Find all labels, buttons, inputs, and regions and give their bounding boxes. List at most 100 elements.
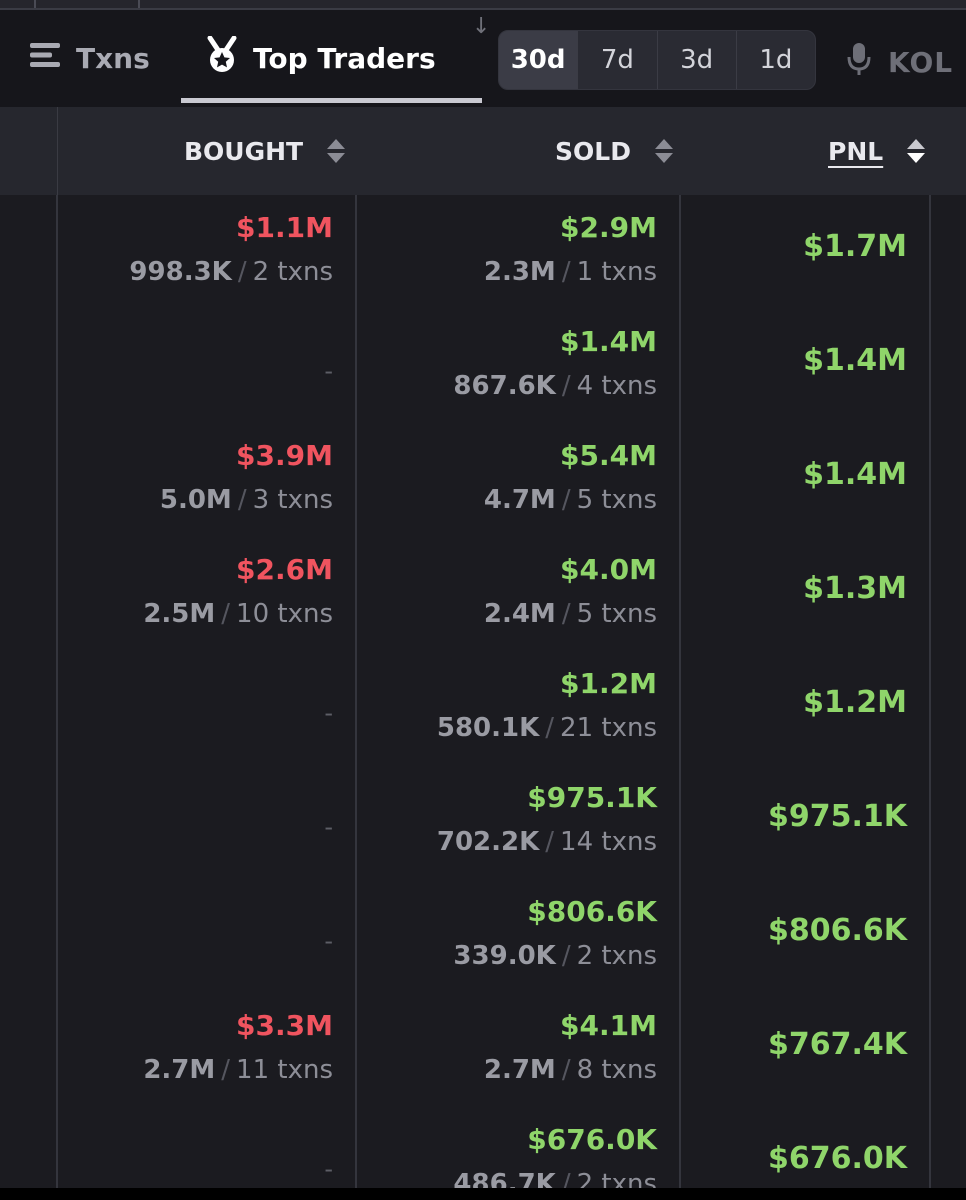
column-divider [355, 309, 357, 423]
header-bought[interactable]: BOUGHT [184, 107, 346, 195]
pnl-value: $676.0K [767, 1141, 907, 1176]
sold-amount: $676.0K [527, 1123, 657, 1156]
column-divider [929, 651, 931, 765]
list-icon [28, 40, 62, 77]
table-row[interactable]: - $1.4M 867.6K/4 txns $1.4M [0, 309, 966, 425]
sold-amount: $975.1K [527, 781, 657, 814]
sold-txn-count: 4 txns [576, 371, 657, 401]
sold-quantity: 867.6K [453, 371, 556, 401]
pnl-value: $1.4M [803, 457, 907, 492]
pnl-value: $1.7M [803, 229, 907, 264]
table-header: BOUGHT SOLD PNL [0, 107, 966, 195]
table-row[interactable]: - $975.1K 702.2K/14 txns $975.1K [0, 765, 966, 881]
column-divider [929, 195, 931, 309]
empty-value: - [324, 357, 333, 385]
tab-txns-label: Txns [76, 42, 150, 75]
pnl-cell: $1.4M [681, 309, 929, 423]
separator: / [561, 599, 571, 629]
table-row[interactable]: $2.6M 2.5M/10 txns $4.0M 2.4M/5 txns $1.3M [0, 537, 966, 653]
bought-quantity: 2.5M [143, 599, 216, 629]
table-row[interactable]: - $1.2M 580.1K/21 txns $1.2M [0, 651, 966, 767]
bought-details: 998.3K/2 txns [129, 257, 333, 287]
strip-tick [34, 0, 36, 8]
bought-cell: $1.1M 998.3K/2 txns [58, 195, 355, 309]
separator: / [545, 827, 555, 857]
empty-value: - [324, 1155, 333, 1183]
sold-cell: $806.6K 339.0K/2 txns [357, 879, 679, 993]
table-row[interactable]: $3.3M 2.7M/11 txns $4.1M 2.7M/8 txns $767.4K [0, 993, 966, 1109]
header-sold[interactable]: SOLD [555, 107, 673, 195]
column-divider [679, 879, 681, 993]
separator: / [561, 485, 571, 515]
sold-quantity: 702.2K [436, 827, 540, 857]
column-divider [355, 1107, 357, 1188]
tab-top-traders[interactable]: Top Traders [205, 10, 436, 107]
column-divider [56, 195, 58, 309]
sold-cell: $975.1K 702.2K/14 txns [357, 765, 679, 879]
period-selector: 30d 7d 3d 1d [498, 30, 816, 90]
pnl-value: $975.1K [767, 799, 907, 834]
sold-quantity: 339.0K [453, 941, 556, 971]
bought-cell: - [58, 309, 355, 423]
sold-details: 486.7K / 2 txns [453, 1169, 657, 1188]
sold-txn-count: 8 txns [576, 1055, 657, 1085]
pnl-cell: $806.6K [681, 879, 929, 993]
table-body: $1.1M 998.3K/2 txns $2.9M 2.3M/1 txns $1.7M -… [0, 195, 966, 1188]
period-1d-button[interactable]: 1d [735, 31, 815, 89]
sort-icon [654, 139, 673, 163]
bought-amount: $1.1M [236, 211, 333, 244]
period-3d-button[interactable]: 3d [656, 31, 736, 89]
sold-txn-count: 2 txns [576, 941, 657, 971]
bought-details: 2.5M/10 txns [143, 599, 333, 629]
bought-amount: $2.6M [236, 553, 333, 586]
bought-details: 5.0M/3 txns [160, 485, 333, 515]
tab-txns[interactable]: Txns [28, 10, 150, 107]
sold-quantity: 486.7K [453, 1169, 556, 1188]
table-row[interactable]: $1.1M 998.3K/2 txns $2.9M 2.3M/1 txns $1.7M [0, 195, 966, 311]
period-7d-button[interactable]: 7d [577, 31, 656, 89]
tab-bar: Txns Top Traders ↓ 30d 7d 3d 1d KOL [0, 10, 966, 107]
sold-txn-count: 1 txns [576, 257, 657, 287]
column-divider [355, 765, 357, 879]
column-divider [56, 765, 58, 879]
pnl-cell: $1.3M [681, 537, 929, 651]
bought-txn-count: 11 txns [236, 1055, 333, 1085]
bought-cell: $2.6M 2.5M/10 txns [58, 537, 355, 651]
column-divider [679, 195, 681, 309]
sold-txn-count: 14 txns [560, 827, 657, 857]
bought-cell: - [58, 1107, 355, 1188]
column-divider [679, 651, 681, 765]
column-divider [679, 993, 681, 1107]
separator: / [561, 371, 571, 401]
medal-icon [205, 35, 239, 81]
sold-quantity: 580.1K [436, 713, 540, 743]
pnl-value: $806.6K [767, 913, 907, 948]
empty-value: - [324, 813, 333, 841]
column-divider [56, 423, 58, 537]
column-divider [929, 765, 931, 879]
tab-kol[interactable]: KOL [846, 32, 953, 92]
sold-cell: $5.4M 4.7M/5 txns [357, 423, 679, 537]
sold-amount: $806.6K [527, 895, 657, 928]
strip-tick [138, 0, 140, 8]
period-30d-button[interactable]: 30d [499, 31, 578, 89]
column-divider [355, 879, 357, 993]
sold-details: 2.3M/1 txns [484, 257, 657, 287]
sold-cell: $4.1M 2.7M/8 txns [357, 993, 679, 1107]
bought-quantity: 2.7M [143, 1055, 216, 1085]
sold-amount: $2.9M [560, 211, 657, 244]
separator: / [237, 257, 247, 287]
pnl-value: $1.2M [803, 685, 907, 720]
sort-desc-icon [907, 139, 926, 163]
table-row[interactable]: $3.9M 5.0M/3 txns $5.4M 4.7M/5 txns $1.4M [0, 423, 966, 539]
pnl-cell: $1.7M [681, 195, 929, 309]
column-divider [355, 423, 357, 537]
header-pnl[interactable]: PNL [828, 107, 926, 195]
table-row[interactable]: - $676.0K 486.7K / 2 txns $676.0K [0, 1107, 966, 1188]
sold-quantity: 2.3M [483, 257, 556, 287]
table-row[interactable]: - $806.6K 339.0K/2 txns $806.6K [0, 879, 966, 995]
empty-value: - [324, 699, 333, 727]
bought-amount: $3.9M [236, 439, 333, 472]
microphone-icon [846, 41, 872, 84]
column-divider [929, 309, 931, 423]
